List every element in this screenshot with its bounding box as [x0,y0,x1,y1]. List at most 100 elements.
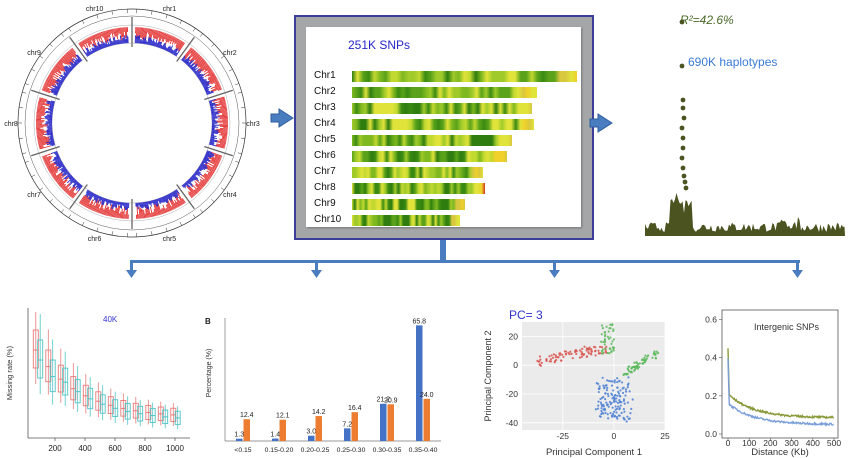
ld-decay-line [727,358,835,427]
chr-density-bar [352,183,485,194]
pca-point [588,348,591,351]
pca-point [597,390,600,394]
connector-stem [440,240,446,261]
pca-point [538,355,542,358]
percentage-barchart: B Percentage (%) 1.3 12.4 <0.15 1.4 12.1 0.15… [205,317,441,454]
pca-point [626,385,629,389]
ld-x-tick: 400 [806,438,820,448]
pca-point [619,389,622,392]
chr-density-bar [352,135,512,146]
pca-title: PC= 3 [509,308,543,322]
connector-bar [130,260,800,263]
ld-y-tick: 0.0 [705,429,717,439]
pca-point [611,323,614,326]
pca-point [654,352,657,355]
pca-point [622,399,626,403]
pca-point [616,405,620,408]
pca-point [616,401,620,404]
pca-point [611,397,614,400]
pca-point [612,389,615,392]
pca-point [627,376,630,379]
pca-point [630,366,633,369]
pca-point [624,390,628,393]
bar [243,419,250,441]
pca-point [600,352,604,355]
pca-y-tick: -40 [506,418,519,428]
pca-point [601,327,605,330]
bar-category-label: 0.15-0.20 [265,447,294,454]
bar-value-label: 14.2 [312,409,326,416]
pca-point [597,404,600,407]
pca-point [652,352,655,356]
pca-point [549,358,552,361]
bar-value-label: 21.2 [376,397,390,404]
pca-point [580,355,583,358]
bar [380,403,387,441]
chr-label: Chr2 [314,86,336,97]
box [45,349,52,383]
pca-point [617,392,621,395]
x-tick-label: 800 [138,444,152,453]
pca-point [626,372,629,376]
pca-point [607,417,610,420]
ld-y-tick: 0.6 [705,315,717,325]
panel-label-b: B [205,317,211,326]
pca-point [587,351,590,354]
pca-point [604,333,607,337]
pca-point [611,346,614,349]
pca-point [558,352,561,355]
boxplot-title: 40K [103,315,118,324]
circos-chr-label: chr7 [27,192,41,199]
pca-point [654,356,657,360]
pca-point [568,353,571,356]
arrow-right-icon [589,113,613,133]
pca-point [607,337,611,340]
bar [351,412,358,441]
pca-point [622,407,625,411]
bar-value-label: 3.0 [306,429,316,436]
pca-point [585,347,588,350]
pca-point [609,403,612,406]
pca-point [614,394,617,397]
pca-point [609,411,612,415]
pca-point [621,391,625,395]
pca-point [565,350,568,353]
pca-point [606,351,609,355]
pca-point [600,396,604,400]
pca-point [538,363,541,366]
pca-point [602,340,605,344]
pca-point [600,403,603,406]
pca-point [599,340,603,343]
pca-point [548,355,551,358]
pca-point [564,353,568,356]
bar [315,416,322,441]
bar [344,428,351,441]
snp-distribution-canvas: 251K SNPs Chr1 Chr2 Chr3 Chr4 Chr5 Chr6 Chr7 Ch… [306,27,581,227]
pca-point [578,356,582,359]
pca-point [627,365,630,368]
pca-point [578,349,582,352]
pca-point [598,345,602,349]
pca-point [612,328,615,331]
pca-point [611,406,614,409]
pca-point [570,352,573,355]
pca-point [610,350,613,354]
pca-point [617,414,621,417]
bar-category-label: 0.20-0.25 [301,447,330,454]
circos-chr-label: chr4 [223,192,237,199]
arrow-down-icon [126,262,137,278]
pca-point [657,352,660,355]
pca-point [630,407,633,410]
pca-point [588,346,591,349]
pca-point [598,387,601,390]
pca-point [643,356,646,359]
pca-point [610,342,613,345]
pca-point [553,361,556,364]
chr-label: Chr9 [314,198,336,209]
pca-x-tick: 25 [660,431,670,441]
pca-point [571,356,574,360]
barchart-ylabel: Percentage (%) [206,349,213,398]
ld-title: Intergenic SNPs [754,322,820,332]
bar [387,404,394,441]
pca-point [616,377,619,380]
